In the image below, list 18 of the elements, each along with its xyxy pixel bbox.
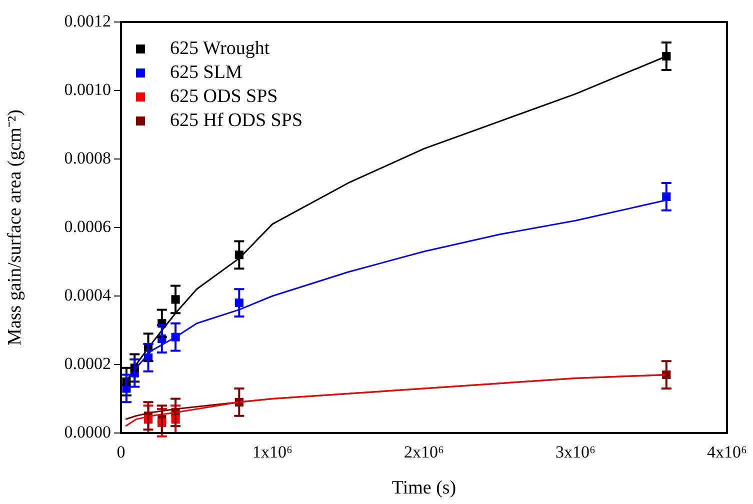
legend-label: 625 Wrought — [170, 38, 270, 59]
y-tick-label: 0.0000 — [64, 422, 111, 442]
y-tick-label: 0.0010 — [64, 80, 111, 99]
x-tick-label: 2x10⁶ — [404, 442, 444, 462]
x-tick-label: 4x10⁶ — [707, 442, 748, 462]
x-tick-label: 1x10⁶ — [252, 442, 293, 462]
x-axis-title: Time (s) — [392, 478, 456, 499]
x-tick-label: 0 — [116, 442, 126, 462]
legend-label: 625 ODS SPS — [170, 86, 278, 107]
y-tick-label: 0.0012 — [64, 11, 111, 30]
y-tick-label: 0.0002 — [64, 354, 111, 373]
y-tick-label: 0.0004 — [64, 285, 112, 304]
y-axis-title: Mass gain/surface area (gcm⁻²) — [4, 110, 26, 346]
y-tick-label: 0.0008 — [64, 148, 111, 168]
y-tick-label: 0.0006 — [64, 216, 111, 236]
legend-label: 625 SLM — [170, 62, 242, 83]
legend-label: 625 Hf ODS SPS — [170, 110, 303, 131]
x-tick-label: 3x10⁶ — [556, 442, 596, 462]
